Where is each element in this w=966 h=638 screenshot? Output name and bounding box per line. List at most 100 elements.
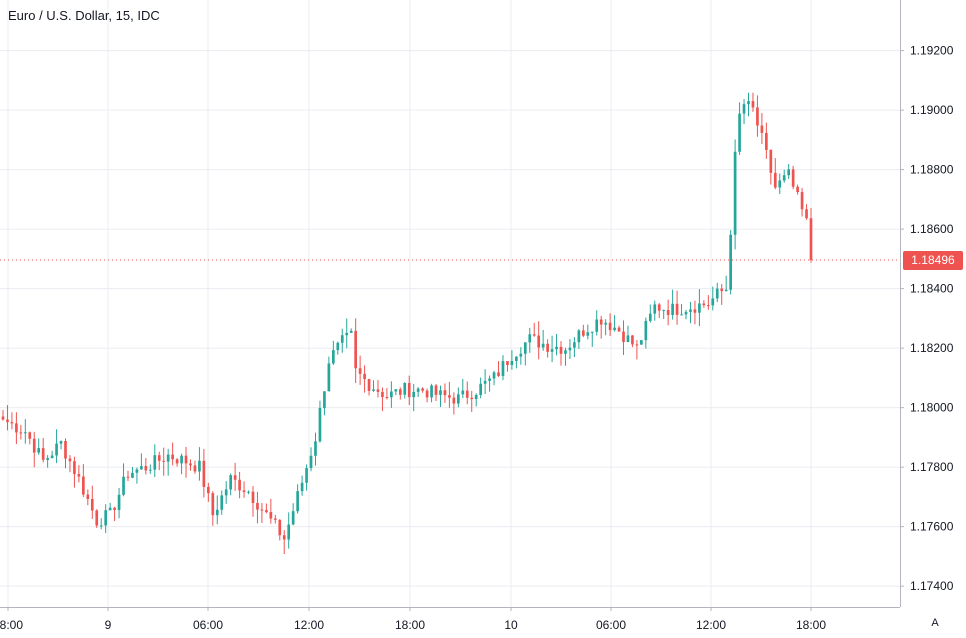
candle-body <box>332 350 335 364</box>
y-tick-label: 1.18800 <box>910 163 954 177</box>
candle-body <box>345 332 349 336</box>
chart-title: Euro / U.S. Dollar, 15, IDC <box>8 8 160 23</box>
candle-body <box>452 397 456 404</box>
candle-body <box>510 360 514 365</box>
candle-body <box>260 509 264 511</box>
candle-body <box>747 101 750 105</box>
candle-body <box>809 218 813 261</box>
candle-body <box>135 469 139 473</box>
x-tick-label: 12:00 <box>294 618 324 632</box>
candle-body <box>318 407 322 442</box>
candle-body <box>37 448 41 453</box>
candle-body <box>680 314 683 316</box>
last-price-label: 1.18496 <box>903 250 963 270</box>
candle-body <box>733 151 737 235</box>
candle-body <box>698 303 701 313</box>
candle-body <box>314 441 317 456</box>
candle-body <box>215 509 219 516</box>
candle-body <box>189 463 192 466</box>
auto-scale-button[interactable]: A <box>931 617 939 629</box>
candle-body <box>23 432 27 434</box>
candle-body <box>416 388 420 392</box>
candle-body <box>456 394 460 404</box>
candle-body <box>599 319 603 325</box>
candle-body <box>28 432 32 439</box>
candle-body <box>568 347 572 351</box>
candle-body <box>354 330 358 369</box>
candle-body <box>492 372 496 379</box>
y-tick-label: 1.17800 <box>910 460 954 474</box>
candle-body <box>421 388 424 391</box>
candle-body <box>300 482 304 492</box>
candle-body <box>144 466 148 471</box>
candle-body <box>198 460 201 472</box>
candle-body <box>756 107 759 126</box>
candle-body <box>622 331 625 343</box>
candle-body <box>407 382 411 398</box>
candle-body <box>367 379 371 391</box>
candle-body <box>648 313 652 321</box>
candle-body <box>693 309 697 313</box>
candle-body <box>327 363 331 392</box>
y-tick-label: 1.17400 <box>910 579 954 593</box>
candle-body <box>434 385 438 395</box>
candle-body <box>773 172 777 188</box>
candle-body <box>528 334 532 343</box>
candle-body <box>532 334 536 336</box>
candle-body <box>269 512 273 519</box>
candle-body <box>675 303 679 315</box>
candle-body <box>309 455 313 469</box>
x-tick-label: 18:00 <box>395 618 425 632</box>
candle-body <box>372 389 375 391</box>
candle-body <box>82 476 85 495</box>
candle-body <box>684 311 688 315</box>
candle-body <box>90 498 94 511</box>
candle-body <box>229 475 233 490</box>
candle-body <box>140 466 143 470</box>
candle-body <box>381 391 384 398</box>
candle-body <box>640 340 643 345</box>
candle-body <box>559 346 563 354</box>
candle-body <box>412 391 416 398</box>
candle-body <box>32 438 36 453</box>
candle-body <box>666 310 670 315</box>
candle-body <box>635 344 639 346</box>
candle-body <box>117 494 121 510</box>
y-tick-label: 1.19000 <box>910 103 954 117</box>
candle-body <box>323 391 326 408</box>
candle-body <box>604 322 607 325</box>
candle-body <box>403 382 407 395</box>
candle-body <box>211 493 215 516</box>
x-tick-label: 10 <box>504 618 518 632</box>
candle-body <box>99 525 103 527</box>
candle-body <box>541 343 545 348</box>
candle-body <box>671 303 674 315</box>
candle-body <box>273 518 277 520</box>
candle-body <box>470 397 474 400</box>
candle-body <box>662 310 666 312</box>
candle-body <box>86 494 90 499</box>
candle-body <box>238 479 241 491</box>
y-tick-label: 1.18200 <box>910 341 954 355</box>
candle-body <box>162 460 166 462</box>
candle-body <box>296 491 299 512</box>
candle-body <box>233 475 237 480</box>
candle-body <box>439 390 442 395</box>
x-tick-label: 12:00 <box>696 618 726 632</box>
candle-body <box>425 390 429 398</box>
x-tick-label: 9 <box>105 618 112 632</box>
candle-body <box>68 458 72 462</box>
candle-body <box>465 390 469 398</box>
y-tick-label: 1.18400 <box>910 282 954 296</box>
candle-body <box>358 368 362 374</box>
candle-body <box>573 342 576 348</box>
candle-body <box>711 298 715 306</box>
candle-body <box>95 510 99 526</box>
candle-body <box>608 322 612 331</box>
candle-body <box>166 454 170 462</box>
candle-body <box>586 332 590 336</box>
candle-body <box>751 101 755 108</box>
candle-body <box>581 330 585 336</box>
candle-body <box>577 330 581 343</box>
